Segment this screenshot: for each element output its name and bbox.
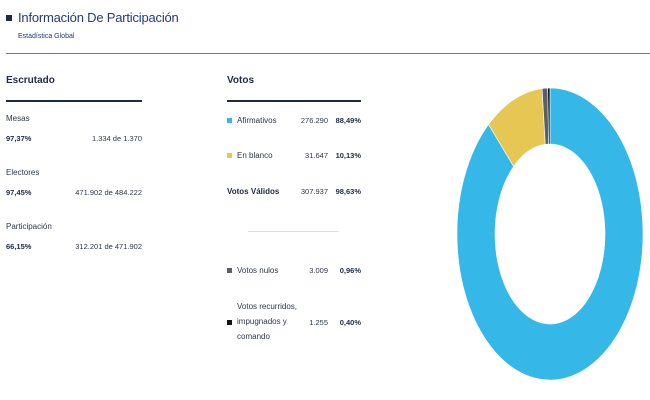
page-title: Información De Participación <box>18 10 179 25</box>
afirmativos-label: Afirmativos <box>237 116 277 125</box>
afirmativos-swatch <box>227 118 232 123</box>
participacion-value: 312.201 de 471.902 <box>75 242 142 251</box>
recurridos-pct: 0,40% <box>339 318 361 327</box>
title-square-icon <box>6 15 12 21</box>
electores-pct: 97,45% <box>6 188 32 197</box>
recurridos-label: Votos recurridos, impugnados y comando <box>237 302 298 341</box>
recurridos-swatch <box>227 320 232 325</box>
validos-num: 307.937 <box>300 187 328 196</box>
page-header: Información De Participación Estadística… <box>6 10 650 40</box>
mesas-pct: 97,37% <box>6 134 32 143</box>
header-divider <box>6 53 650 54</box>
blanco-pct: 10,13% <box>335 151 361 160</box>
nulos-label: Votos nulos <box>237 266 279 275</box>
page-subtitle: Estadística Global <box>18 33 75 40</box>
participacion-pct: 66,15% <box>6 242 32 251</box>
validos-pct: 98,63% <box>335 187 361 196</box>
nulos-num: 3.009 <box>309 266 328 275</box>
votos-divider <box>248 231 339 232</box>
afirmativos-num: 276.290 <box>300 116 328 125</box>
escrutado-rule <box>6 100 142 102</box>
nulos-pct: 0,96% <box>339 266 361 275</box>
electores-label: Electores <box>6 168 40 177</box>
electores-value: 471.902 de 484.222 <box>75 188 142 197</box>
donut-slice-afirmativos[interactable] <box>456 88 644 380</box>
mesas-value: 1.334 de 1.370 <box>91 134 142 143</box>
escrutado-title: Escrutado <box>6 75 55 86</box>
recurridos-num: 1.255 <box>309 318 328 327</box>
blanco-swatch <box>227 153 232 158</box>
participacion-label: Participación <box>6 222 52 231</box>
votos-title: Votos <box>227 75 255 86</box>
afirmativos-pct: 88,49% <box>335 116 361 125</box>
mesas-label: Mesas <box>6 114 30 123</box>
donut-slice-recurridos[interactable] <box>547 88 551 145</box>
donut-chart <box>456 88 644 380</box>
nulos-swatch <box>227 268 232 273</box>
blanco-label: En blanco <box>237 151 273 160</box>
votos-rule <box>227 100 361 102</box>
blanco-num: 31.647 <box>305 151 328 160</box>
validos-label: Votos Válidos <box>227 187 280 196</box>
